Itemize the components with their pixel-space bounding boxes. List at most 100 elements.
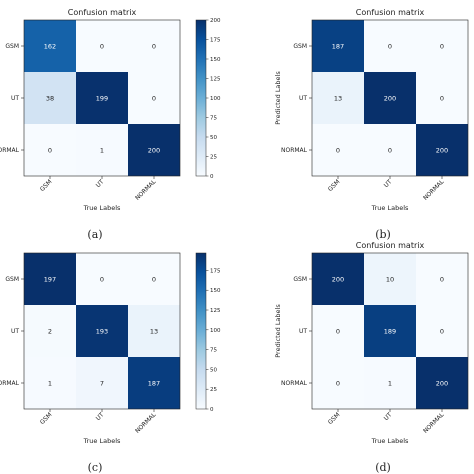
x-axis-label: True Labels xyxy=(371,437,409,445)
matrix-cell xyxy=(416,72,468,124)
matrix-cell xyxy=(364,357,416,409)
y-tick-label: UT xyxy=(299,328,307,335)
cell-value-label: 200 xyxy=(384,94,396,102)
y-tick-label: GSM xyxy=(5,276,19,283)
chart-title: Confusion matrix xyxy=(68,8,137,17)
confusion-matrix-panel-2: 187 0 0 13 200 0 0 0 200 Confusion matrix GSM UT NOR… xyxy=(274,8,469,241)
chart-title: Confusion matrix xyxy=(356,241,425,250)
cell-value-label: 197 xyxy=(44,275,56,283)
matrix-cell xyxy=(128,357,180,409)
cell-value-label: 0 xyxy=(440,327,444,335)
y-tick-label: NORMAL xyxy=(281,380,308,387)
matrix-cell xyxy=(364,20,416,72)
matrix-cell xyxy=(24,253,76,305)
colorbar-tick-label: 150 xyxy=(210,288,221,294)
cell-value-label: 0 xyxy=(152,94,156,102)
cell-value-label: 0 xyxy=(440,42,444,50)
matrix-cell xyxy=(416,20,468,72)
cell-value-label: 199 xyxy=(96,94,108,102)
cell-value-label: 0 xyxy=(48,146,52,154)
x-tick-label: UT xyxy=(383,178,394,189)
cell-value-label: 38 xyxy=(46,94,54,102)
cell-value-label: 2 xyxy=(48,327,52,335)
cell-value-label: 0 xyxy=(440,275,444,283)
cell-value-label: 0 xyxy=(336,327,340,335)
panel-caption: (b) xyxy=(375,228,391,241)
cell-value-label: 200 xyxy=(332,275,344,283)
matrix-cell xyxy=(312,305,364,357)
panel-caption: (c) xyxy=(88,461,103,474)
colorbar xyxy=(195,252,207,410)
colorbar-tick-label: 150 xyxy=(210,57,221,63)
colorbar-tick-label: 200 xyxy=(210,18,221,24)
y-tick-label: UT xyxy=(11,95,19,102)
cell-value-label: 0 xyxy=(440,94,444,102)
x-tick-label: NORMAL xyxy=(422,411,446,435)
matrix-cell xyxy=(24,20,76,72)
x-tick-label: NORMAL xyxy=(422,178,446,202)
matrix-cell xyxy=(416,253,468,305)
cell-value-label: 10 xyxy=(386,275,394,283)
matrix-cell xyxy=(364,253,416,305)
colorbar-tick-label: 100 xyxy=(210,96,221,102)
cell-value-label: 0 xyxy=(100,275,104,283)
x-axis-label: True Labels xyxy=(83,204,121,212)
matrix-cell xyxy=(128,124,180,176)
cell-value-label: 13 xyxy=(334,94,342,102)
cell-value-label: 200 xyxy=(148,146,160,154)
matrix-cell xyxy=(76,20,128,72)
matrix-cell xyxy=(312,357,364,409)
y-axis-label: Predicted Labels xyxy=(274,71,282,125)
cell-value-label: 0 xyxy=(336,379,340,387)
confusion-matrix-panel-1: 162 0 0 38 199 0 0 1 200 Confusion matrix GSM UT NOR… xyxy=(0,8,221,241)
cell-value-label: 162 xyxy=(44,42,56,50)
x-axis-label: True Labels xyxy=(83,437,121,445)
matrix-cell xyxy=(312,72,364,124)
colorbar-tick-label: 175 xyxy=(210,268,221,274)
y-tick-label: GSM xyxy=(293,276,307,283)
matrix-cell xyxy=(416,305,468,357)
matrix-cell xyxy=(76,124,128,176)
y-tick-label: GSM xyxy=(293,43,307,50)
cell-value-label: 0 xyxy=(152,42,156,50)
x-tick-label: UT xyxy=(95,411,106,422)
y-tick-label: GSM xyxy=(5,43,19,50)
cell-value-label: 193 xyxy=(96,327,108,335)
cell-value-label: 200 xyxy=(436,379,448,387)
cell-value-label: 200 xyxy=(436,146,448,154)
cell-value-label: 1 xyxy=(48,379,52,387)
chart-title: Confusion matrix xyxy=(356,8,425,17)
x-tick-label: NORMAL xyxy=(134,411,158,435)
y-tick-label: NORMAL xyxy=(281,147,308,154)
x-tick-label: UT xyxy=(95,178,106,189)
x-tick-label: GSM xyxy=(39,178,54,193)
panel-caption: (a) xyxy=(87,228,102,241)
matrix-cell xyxy=(364,305,416,357)
matrix-cell xyxy=(24,124,76,176)
matrix-cell xyxy=(416,357,468,409)
colorbar-tick-label: 0 xyxy=(210,174,214,180)
x-axis-label: True Labels xyxy=(371,204,409,212)
matrix-cell xyxy=(128,72,180,124)
y-tick-label: UT xyxy=(11,328,19,335)
matrix-cell xyxy=(24,72,76,124)
x-tick-label: GSM xyxy=(327,411,342,426)
colorbar-tick-label: 50 xyxy=(210,367,217,373)
matrix-cell xyxy=(76,253,128,305)
colorbar xyxy=(195,19,207,177)
matrix-cell xyxy=(24,305,76,357)
matrix-cell xyxy=(312,20,364,72)
x-tick-label: GSM xyxy=(327,178,342,193)
cell-value-label: 0 xyxy=(388,42,392,50)
panel-caption: (d) xyxy=(375,461,391,474)
colorbar-tick-label: 75 xyxy=(210,348,217,354)
x-tick-label: GSM xyxy=(39,411,54,426)
cell-value-label: 0 xyxy=(388,146,392,154)
cell-value-label: 7 xyxy=(100,379,104,387)
cell-value-label: 1 xyxy=(100,146,104,154)
x-tick-label: UT xyxy=(383,411,394,422)
matrix-cell xyxy=(364,72,416,124)
x-tick-label: NORMAL xyxy=(134,178,158,202)
matrix-cell xyxy=(128,305,180,357)
